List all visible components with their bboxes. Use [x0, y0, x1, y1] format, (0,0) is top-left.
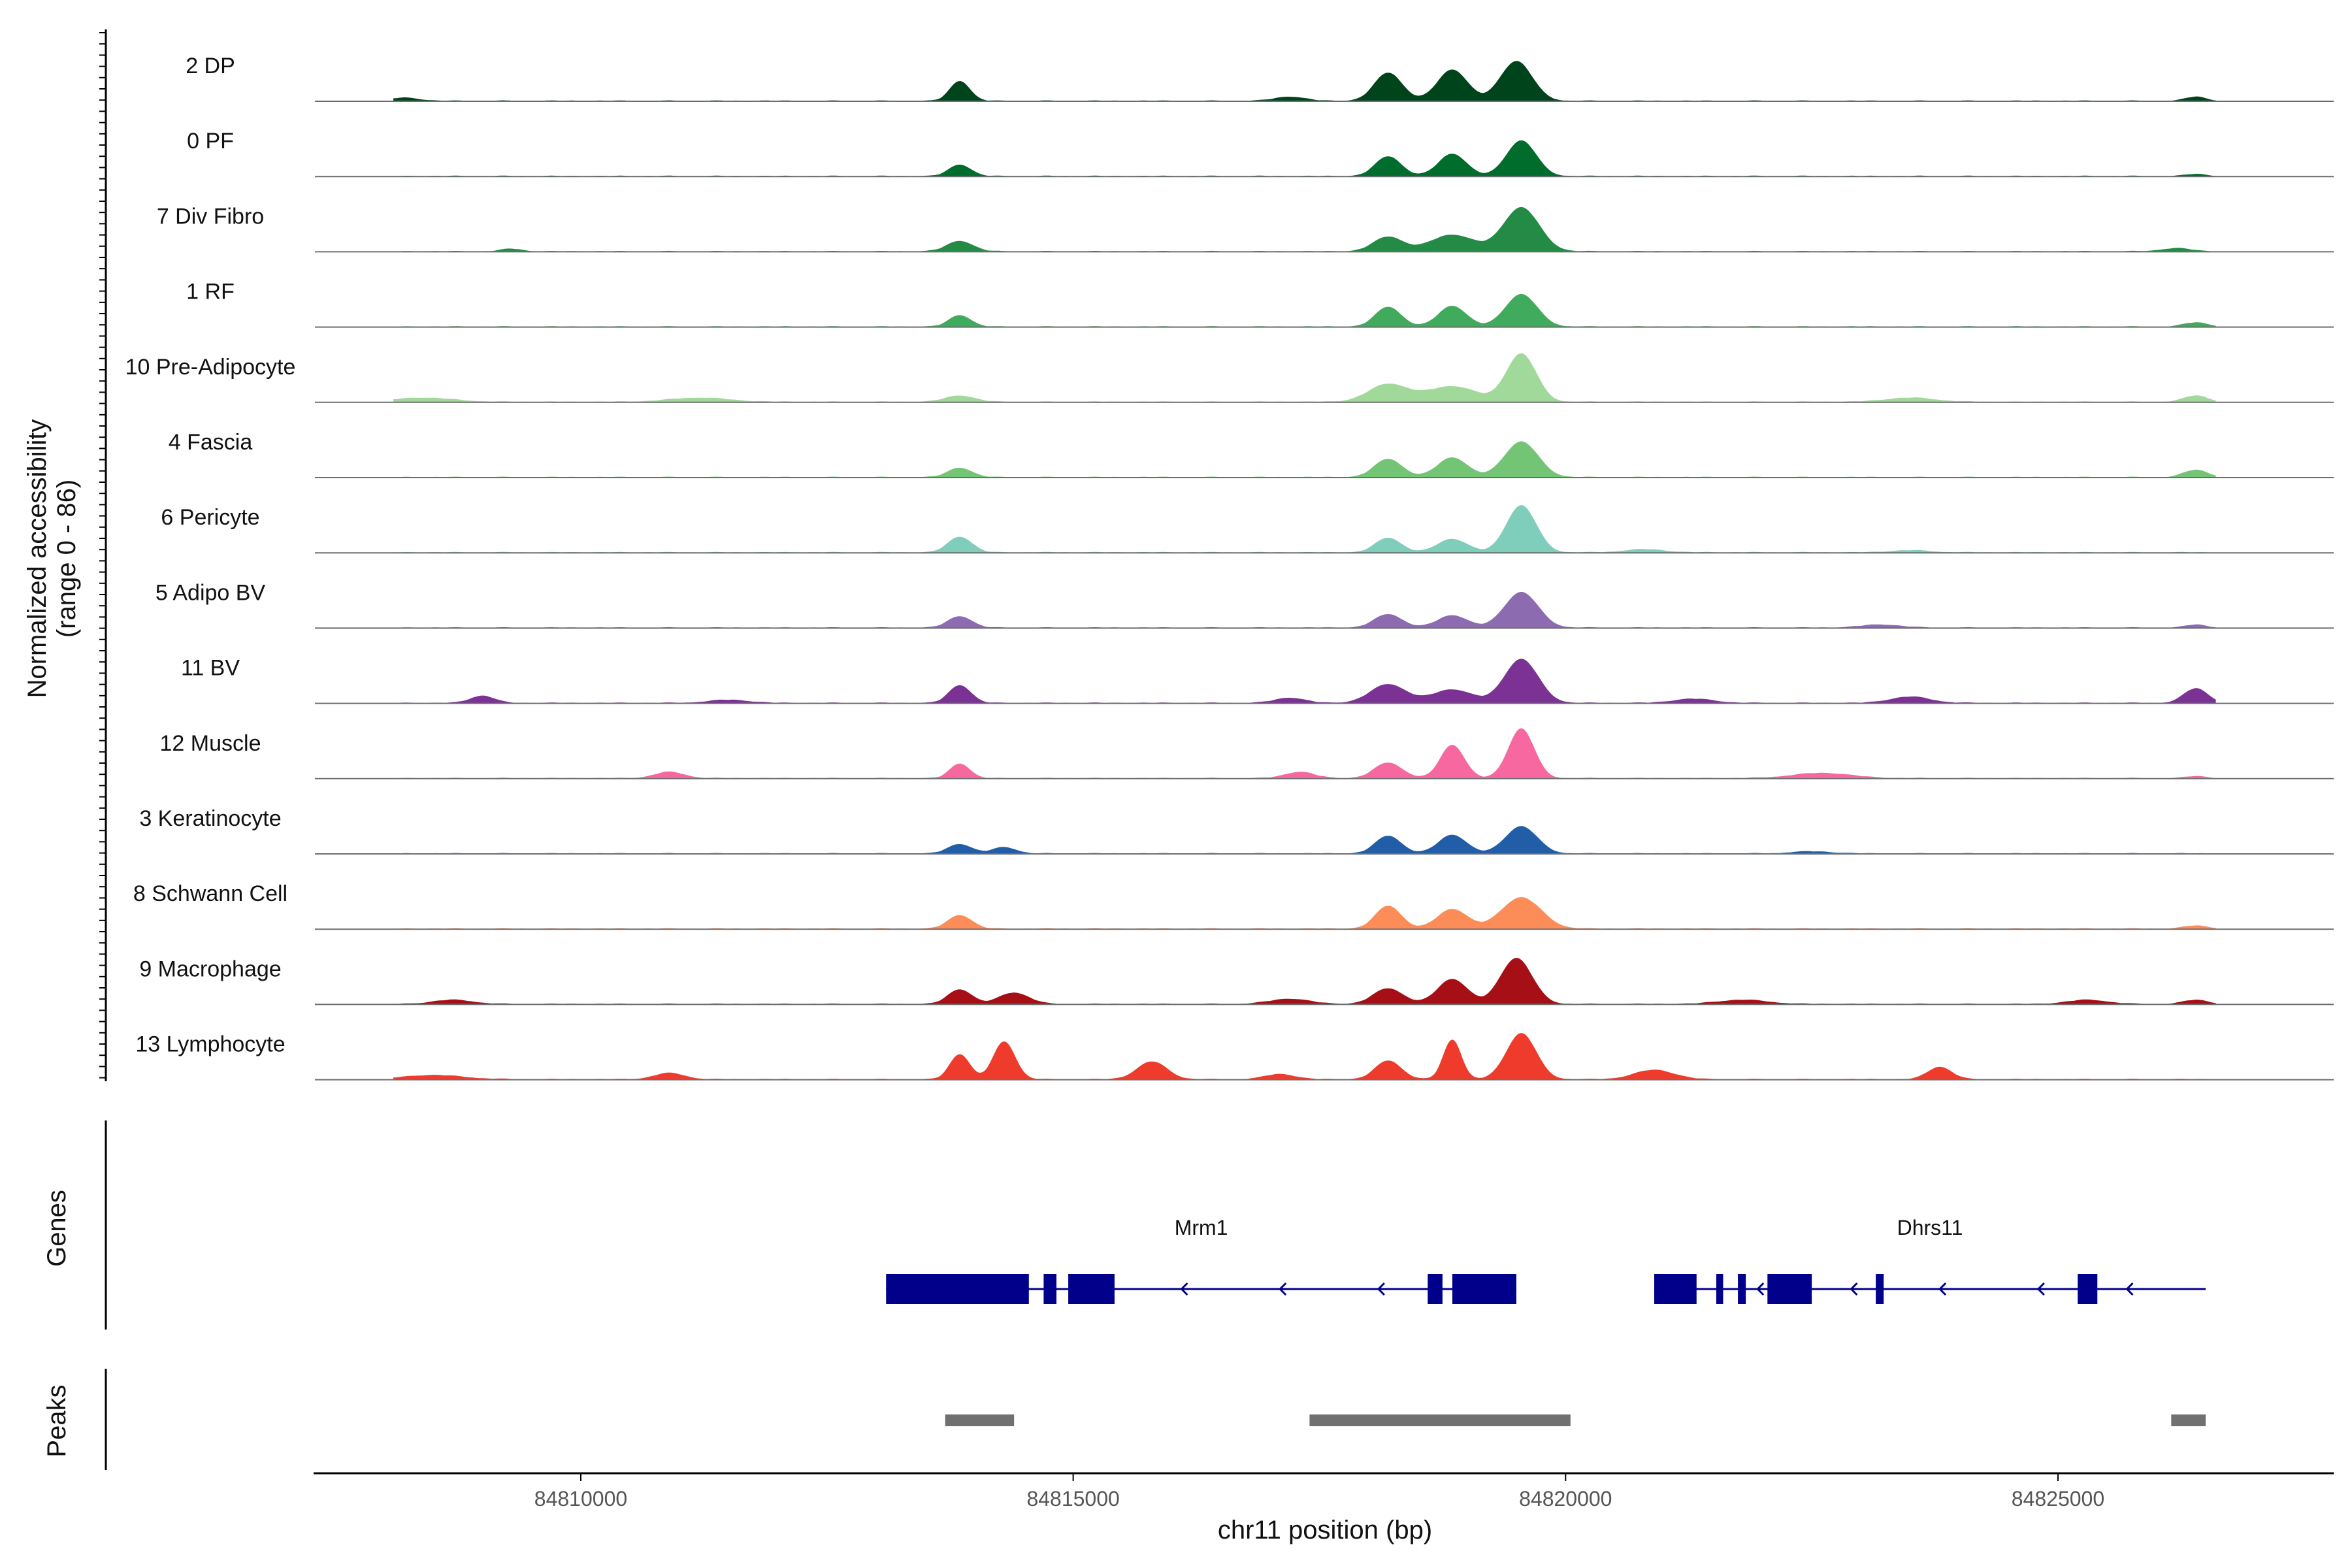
y-axis-title-line1: Normalized accessibility: [23, 419, 52, 698]
x-axis-ticks: 84810000 84815000 84820000 84825000: [534, 1473, 2104, 1511]
strand-arrow-icon: [2125, 1282, 2134, 1296]
strand-arrow-icon: [1850, 1282, 1858, 1296]
gene-label: Dhrs11: [1897, 1216, 1963, 1239]
peak-region: [2171, 1414, 2206, 1426]
track-11: 8 Schwann Cell: [133, 881, 2334, 930]
gene-exon: [1043, 1274, 1057, 1304]
strand-arrow-icon: [1938, 1282, 1947, 1296]
genes-track-label: Genes: [42, 1190, 71, 1267]
track-label: 0 PF: [187, 129, 234, 154]
track-signal: [393, 659, 2216, 704]
gene-exon: [1428, 1274, 1443, 1304]
genes-track: Mrm1 Dhrs11: [886, 1216, 2206, 1304]
track-5: 4 Fascia: [169, 430, 2334, 478]
coverage-tracks: 2 DP 0 PF 7 Div Fibro 1 RF 10 Pre-Adipocyte 4…: [125, 54, 2334, 1081]
gene-exon: [1876, 1274, 1884, 1304]
track-10: 3 Keratinocyte: [139, 806, 2334, 855]
track-label: 11 BV: [181, 656, 240, 681]
strand-arrow-icon: [1279, 1282, 1287, 1296]
track-label: 10 Pre-Adipocyte: [125, 355, 296, 380]
gene-exon: [1738, 1274, 1746, 1304]
track-3: 1 RF: [186, 280, 2334, 328]
track-label: 3 Keratinocyte: [139, 806, 281, 831]
track-label: 6 Pericyte: [161, 505, 259, 530]
peaks-track: [945, 1414, 2206, 1426]
track-signal: [393, 1033, 2216, 1081]
x-tick-label: 84810000: [534, 1487, 627, 1511]
track-9: 12 Muscle: [160, 728, 2334, 779]
peaks-track-label: Peaks: [42, 1384, 71, 1457]
track-label: 9 Macrophage: [139, 956, 281, 981]
track-label: 1 RF: [186, 280, 235, 304]
coverage-y-ticks: [99, 32, 106, 1079]
track-12: 9 Macrophage: [139, 956, 2334, 1005]
gene-exon: [1452, 1274, 1516, 1304]
track-1: 0 PF: [187, 129, 2334, 178]
track-label: 8 Schwann Cell: [133, 881, 287, 906]
peak-region: [1309, 1414, 1571, 1426]
gene-exon: [886, 1274, 1029, 1304]
x-tick-label: 84820000: [1519, 1487, 1612, 1511]
peak-region: [945, 1414, 1015, 1426]
gene-label: Mrm1: [1175, 1216, 1228, 1239]
track-13: 13 Lymphocyte: [135, 1032, 2334, 1081]
track-6: 6 Pericyte: [161, 505, 2334, 554]
track-label: 7 Div Fibro: [157, 204, 264, 229]
gene-dhrs11: Dhrs11: [1654, 1216, 2206, 1304]
track-0: 2 DP: [186, 54, 2334, 102]
track-8: 11 BV: [181, 656, 2334, 704]
x-axis-title: chr11 position (bp): [1218, 1516, 1432, 1544]
x-tick-label: 84825000: [2012, 1487, 2104, 1511]
track-label: 12 Muscle: [160, 731, 261, 756]
track-label: 2 DP: [186, 54, 235, 78]
strand-arrow-icon: [1756, 1282, 1765, 1296]
gene-exon: [1767, 1274, 1812, 1304]
gene-exon: [2078, 1274, 2098, 1304]
track-label: 5 Adipo BV: [155, 580, 266, 605]
y-axis-title-line2: (range 0 - 86): [52, 480, 81, 638]
x-tick-label: 84815000: [1026, 1487, 1119, 1511]
gene-exon: [1654, 1274, 1697, 1304]
strand-arrow-icon: [1180, 1282, 1188, 1296]
track-label: 4 Fascia: [169, 430, 253, 455]
gene-mrm1: Mrm1: [886, 1216, 1516, 1304]
strand-arrow-icon: [1377, 1282, 1385, 1296]
track-2: 7 Div Fibro: [157, 204, 2334, 253]
gene-exon: [1068, 1274, 1115, 1304]
track-4: 10 Pre-Adipocyte: [125, 353, 2334, 403]
gene-exon: [1716, 1274, 1723, 1304]
track-7: 5 Adipo BV: [155, 580, 2334, 629]
strand-arrow-icon: [2036, 1282, 2045, 1296]
track-label: 13 Lymphocyte: [135, 1032, 285, 1057]
